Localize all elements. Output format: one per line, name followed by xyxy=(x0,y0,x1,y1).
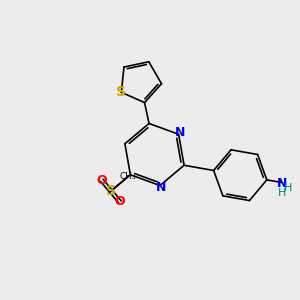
Text: H: H xyxy=(284,184,292,194)
Text: H: H xyxy=(278,188,286,198)
Text: O: O xyxy=(97,174,107,187)
Text: S: S xyxy=(116,85,126,99)
Text: N: N xyxy=(156,181,167,194)
Text: CH₃: CH₃ xyxy=(120,172,136,181)
Text: O: O xyxy=(115,195,125,208)
Text: N: N xyxy=(276,178,287,190)
Text: N: N xyxy=(175,126,185,139)
Text: S: S xyxy=(106,184,116,198)
